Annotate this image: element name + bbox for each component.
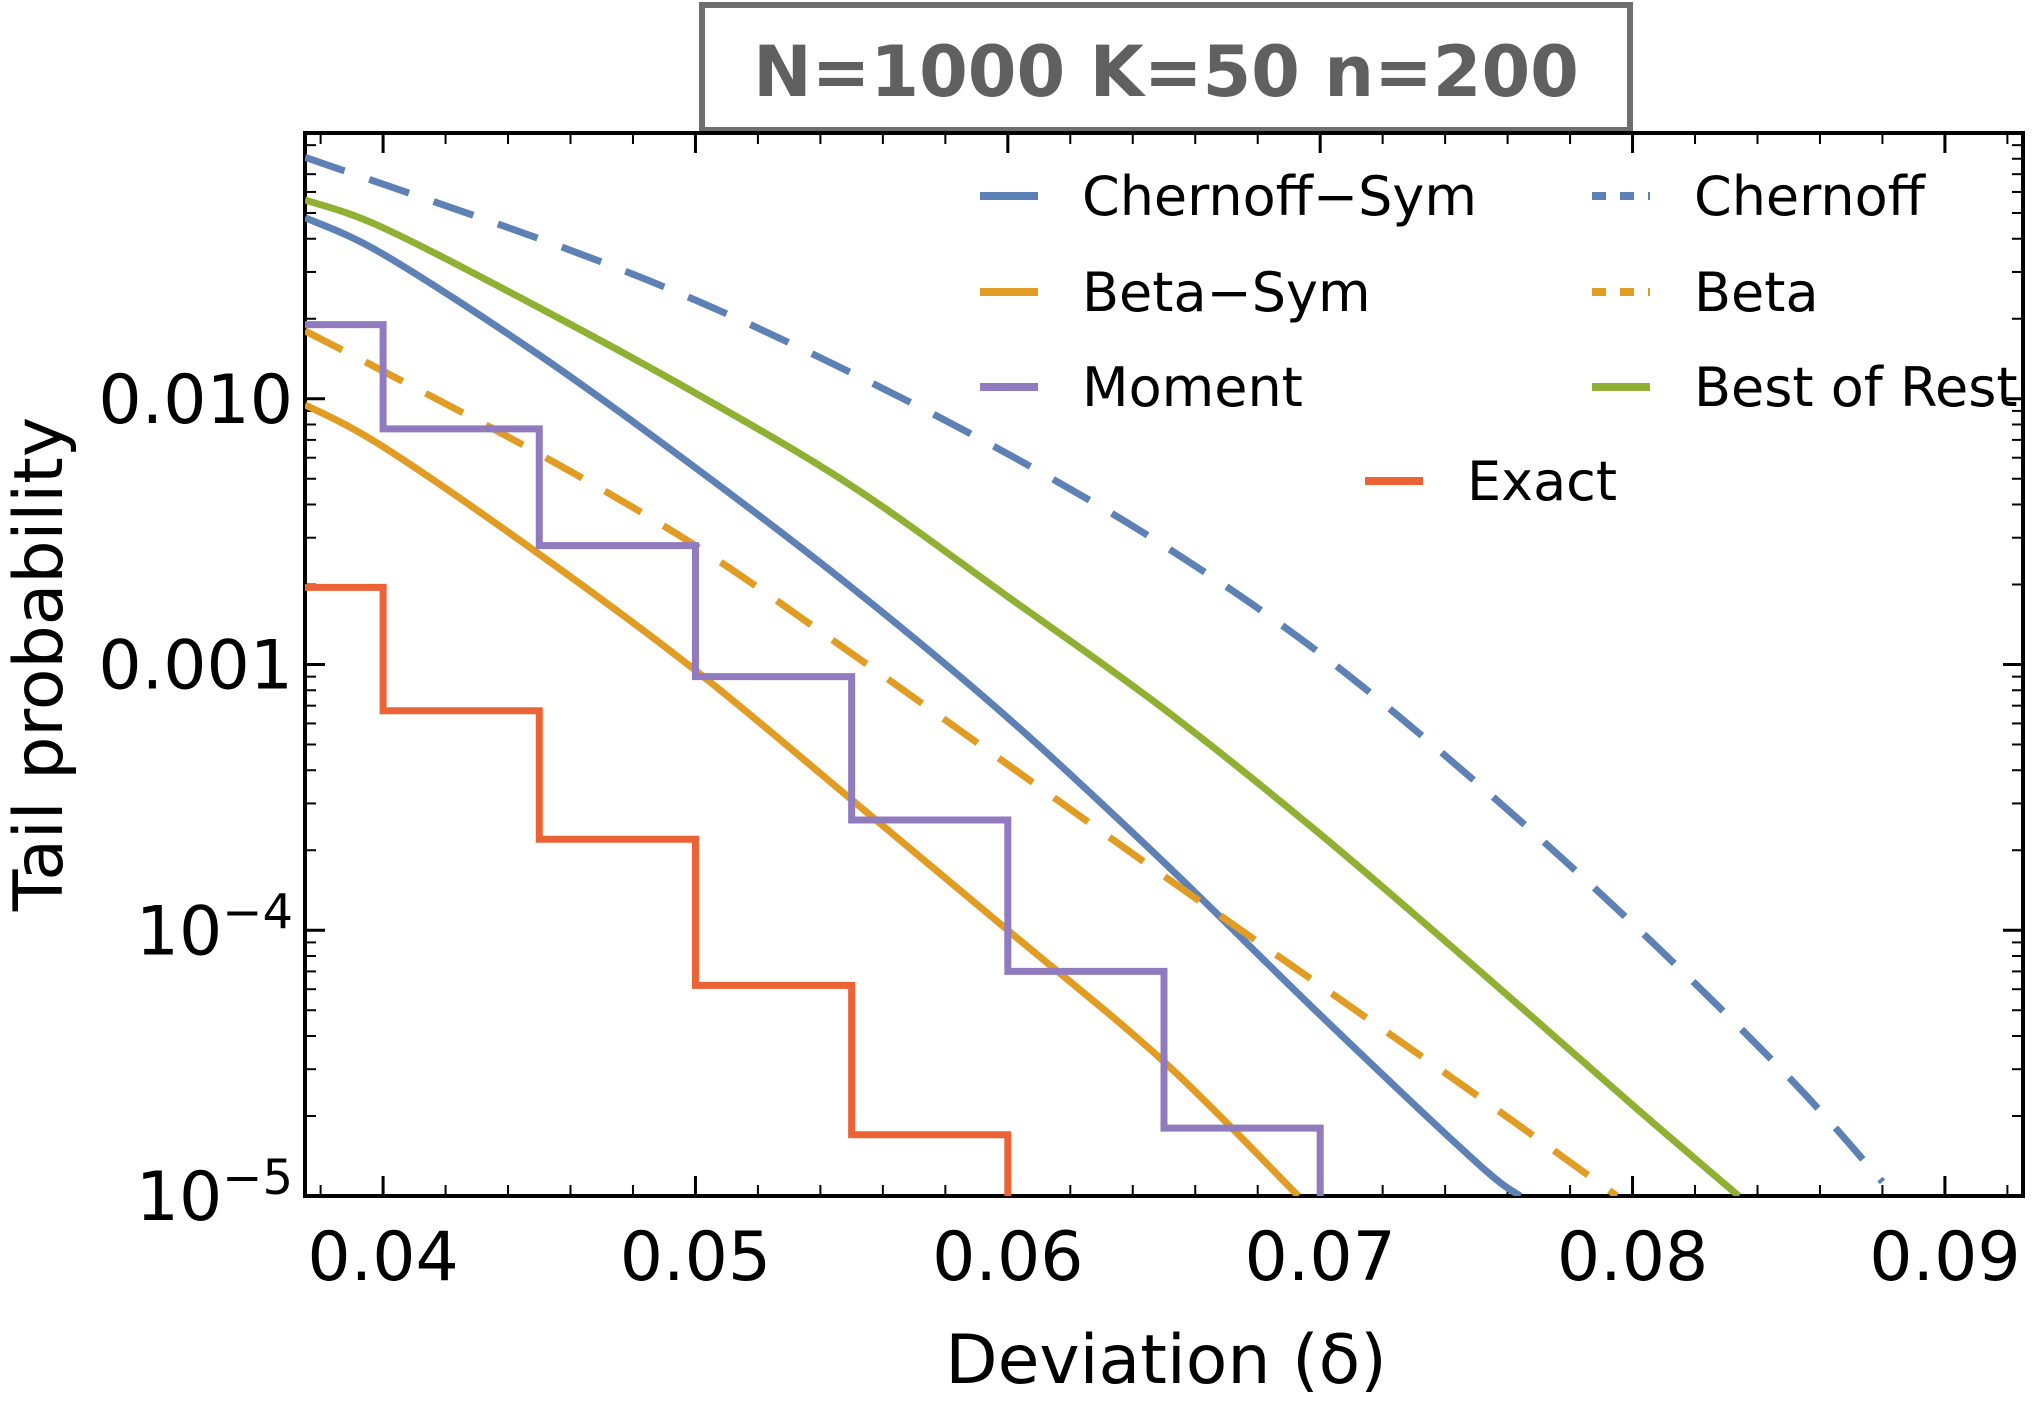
series-moment bbox=[305, 321, 1324, 1196]
legend-label: Beta bbox=[1694, 261, 1819, 324]
y-tick-label: 10−4 bbox=[136, 884, 293, 971]
chart-title-box: N=1000 K=50 n=200 bbox=[699, 2, 1633, 133]
x-tick-label: 0.06 bbox=[932, 1218, 1083, 1297]
x-tick-label: 0.09 bbox=[1869, 1218, 2020, 1297]
series-beta bbox=[305, 327, 1619, 1196]
legend-label: Best of Rest bbox=[1694, 356, 2018, 419]
series-beta-sym bbox=[305, 401, 1301, 1196]
x-tick-label: 0.05 bbox=[620, 1218, 771, 1297]
series-chernoff bbox=[305, 154, 1886, 1185]
series-layer bbox=[305, 154, 1886, 1196]
y-tick-label: 0.010 bbox=[98, 361, 293, 440]
legend-label: Exact bbox=[1467, 450, 1617, 513]
y-tick-label: 10−5 bbox=[136, 1150, 293, 1237]
chart-title: N=1000 K=50 n=200 bbox=[753, 31, 1579, 113]
legend-label: Chernoff−Sym bbox=[1082, 165, 1477, 228]
y-axis-title: Tail probability bbox=[0, 417, 79, 912]
axis-ticks: 0.04 0.05 0.06 0.07 0.08 0.09 0.010 0.001 10−4 10… bbox=[98, 133, 2023, 1297]
y-tick-label: 0.001 bbox=[98, 627, 293, 706]
x-axis-title: Deviation (δ) bbox=[945, 1321, 1387, 1400]
legend-label: Moment bbox=[1082, 356, 1303, 419]
series-best-of-rest bbox=[305, 196, 1742, 1196]
x-tick-label: 0.07 bbox=[1244, 1218, 1395, 1297]
x-tick-label: 0.04 bbox=[307, 1218, 458, 1297]
x-tick-label: 0.08 bbox=[1557, 1218, 1708, 1297]
legend-label: Beta−Sym bbox=[1082, 261, 1371, 324]
legend-label: Chernoff bbox=[1694, 165, 1927, 228]
series-exact bbox=[305, 583, 1012, 1196]
series-chernoff-sym bbox=[305, 214, 1523, 1196]
legend: Chernoff−Sym Chernoff Beta−Sym Beta Moment Be… bbox=[980, 165, 2018, 513]
title-frame bbox=[699, 2, 1633, 133]
